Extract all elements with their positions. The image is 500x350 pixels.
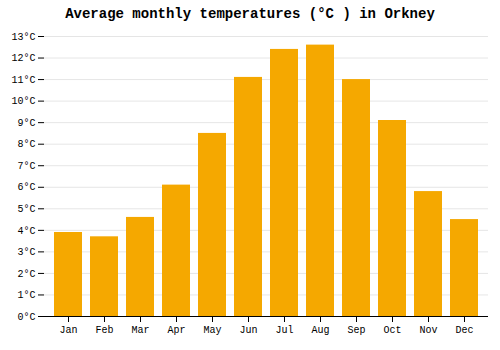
svg-text:Jul: Jul [275, 325, 293, 336]
svg-text:Dec: Dec [455, 325, 473, 336]
svg-text:Jan: Jan [59, 325, 77, 336]
svg-text:12°C: 12°C [11, 53, 35, 64]
svg-text:Oct: Oct [383, 325, 401, 336]
svg-text:10°C: 10°C [11, 96, 35, 107]
svg-text:2°C: 2°C [17, 269, 35, 280]
svg-text:8°C: 8°C [17, 139, 35, 150]
svg-text:5°C: 5°C [17, 204, 35, 215]
svg-text:May: May [203, 325, 221, 336]
svg-text:13°C: 13°C [11, 32, 35, 43]
svg-text:0°C: 0°C [17, 312, 35, 323]
svg-text:Feb: Feb [95, 325, 113, 336]
svg-text:Nov: Nov [419, 325, 437, 336]
svg-text:7°C: 7°C [17, 161, 35, 172]
svg-text:Aug: Aug [311, 325, 329, 336]
svg-text:Apr: Apr [167, 325, 185, 336]
svg-text:3°C: 3°C [17, 247, 35, 258]
svg-text:6°C: 6°C [17, 182, 35, 193]
html-text:Average monthly temperatures (: Average monthly temperatures (°C ) in Or… [65, 6, 435, 22]
svg-text:Jun: Jun [239, 325, 257, 336]
svg-text:1°C: 1°C [17, 290, 35, 301]
svg-text:11°C: 11°C [11, 75, 35, 86]
svg-text:9°C: 9°C [17, 118, 35, 129]
svg-text:Mar: Mar [131, 325, 149, 336]
svg-text:Sep: Sep [347, 325, 365, 336]
svg-text:4°C: 4°C [17, 226, 35, 237]
